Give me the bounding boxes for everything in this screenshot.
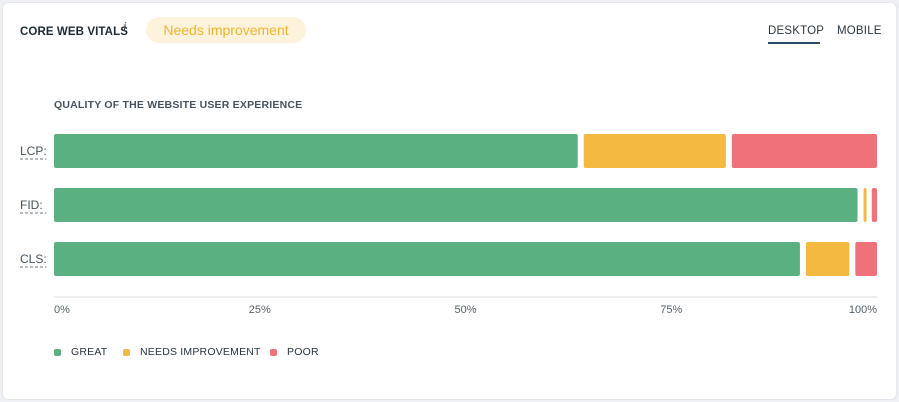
bar-segment-lcp-poor[interactable] [731, 134, 877, 168]
row-label-lcp[interactable]: LCP: [20, 144, 47, 158]
x-tick-label: 75% [660, 304, 682, 316]
x-tick-label: 25% [249, 304, 271, 316]
bar-segment-fid-needs-improvement[interactable] [863, 188, 867, 222]
row-label-cls[interactable]: CLS: [20, 252, 47, 266]
x-tick-label: 0% [54, 304, 70, 316]
legend-label-poor: POOR [287, 346, 319, 358]
legend-swatch-needs-improvement [123, 349, 130, 356]
bar-segment-fid-poor[interactable] [871, 188, 877, 222]
active-tab-indicator [768, 42, 820, 44]
tab-desktop[interactable]: DESKTOP [768, 25, 825, 37]
x-tick-label: 100% [849, 304, 877, 316]
bar-segment-cls-poor[interactable] [855, 242, 877, 276]
bar-segment-cls-great[interactable] [54, 242, 800, 276]
bar-segment-lcp-needs-improvement[interactable] [583, 134, 726, 168]
tab-mobile[interactable]: MOBILE [837, 25, 882, 37]
legend-label-great: GREAT [71, 346, 108, 358]
chart-title: QUALITY OF THE WEBSITE USER EXPERIENCE [54, 99, 303, 111]
bar-segment-lcp-great[interactable] [54, 134, 578, 168]
legend-swatch-poor [270, 349, 277, 356]
card-title: CORE WEB VITALS [20, 26, 128, 38]
row-label-fid[interactable]: FID: [20, 198, 43, 212]
stacked-bar-chart: LCP: FID: CLS: 0% 25% 50% 75% 100% [20, 134, 877, 316]
info-icon[interactable]: i [123, 20, 127, 34]
bar-segment-cls-needs-improvement[interactable] [805, 242, 850, 276]
card-header: CORE WEB VITALS i Needs improvement DESK… [3, 3, 896, 59]
bar-segment-fid-great[interactable] [54, 188, 858, 222]
legend-label-needs-improvement: NEEDS IMPROVEMENT [140, 346, 261, 358]
x-tick-label: 50% [454, 304, 476, 316]
status-badge: Needs improvement [146, 17, 306, 43]
legend-swatch-great [54, 349, 61, 356]
